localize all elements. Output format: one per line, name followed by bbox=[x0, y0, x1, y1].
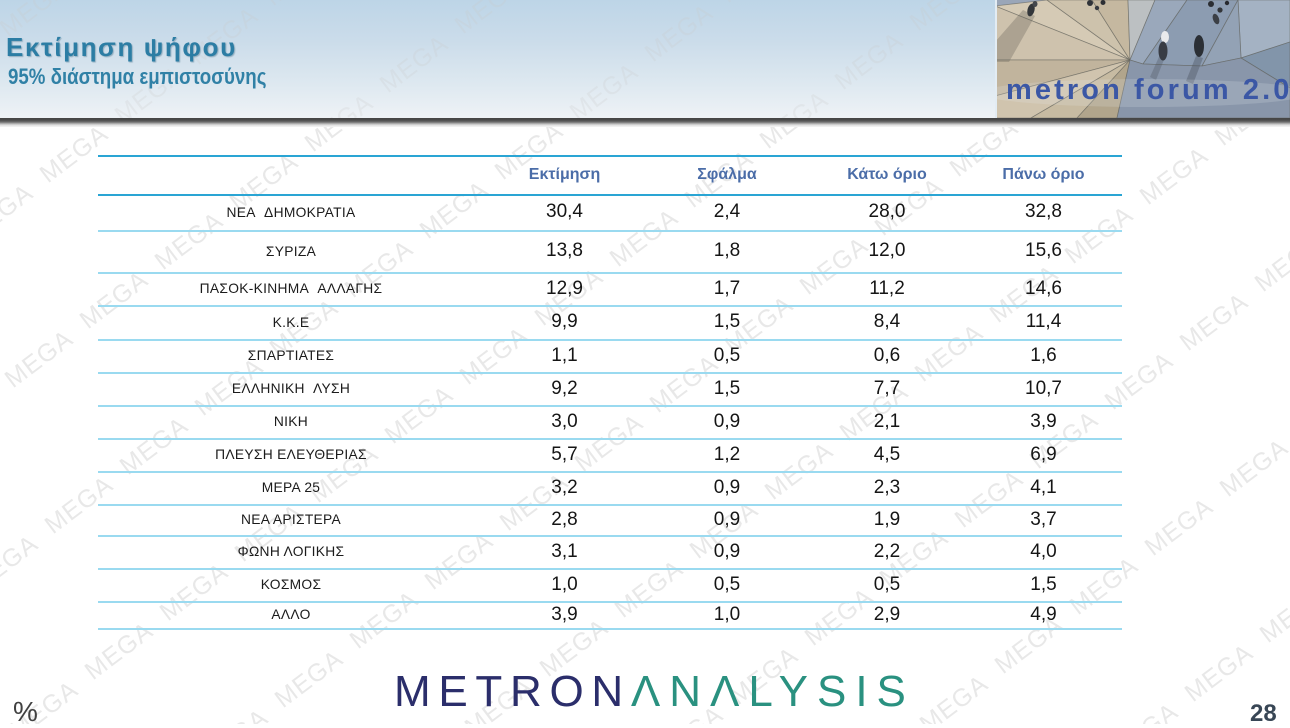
svg-text:MEGA: MEGA bbox=[0, 178, 38, 247]
svg-text:MEGA: MEGA bbox=[0, 324, 78, 393]
svg-text:MEGA: MEGA bbox=[195, 703, 274, 724]
svg-text:MEGA: MEGA bbox=[270, 644, 349, 713]
svg-text:MEGA: MEGA bbox=[1175, 287, 1254, 356]
svg-text:MEGA: MEGA bbox=[0, 383, 3, 452]
svg-text:MEGA: MEGA bbox=[0, 529, 43, 598]
svg-text:metron forum 2.0: metron forum 2.0 bbox=[1006, 74, 1290, 106]
svg-text:MEGA: MEGA bbox=[1215, 433, 1290, 502]
svg-text:MEGA: MEGA bbox=[1255, 579, 1290, 648]
svg-text:MEGA: MEGA bbox=[1135, 141, 1214, 210]
svg-text:MEGA: MEGA bbox=[915, 669, 994, 724]
svg-text:MEGA: MEGA bbox=[1180, 638, 1259, 707]
svg-text:MEGA: MEGA bbox=[1250, 228, 1290, 297]
svg-text:MEGA: MEGA bbox=[1105, 697, 1184, 724]
svg-text:MEGA: MEGA bbox=[1140, 492, 1219, 561]
